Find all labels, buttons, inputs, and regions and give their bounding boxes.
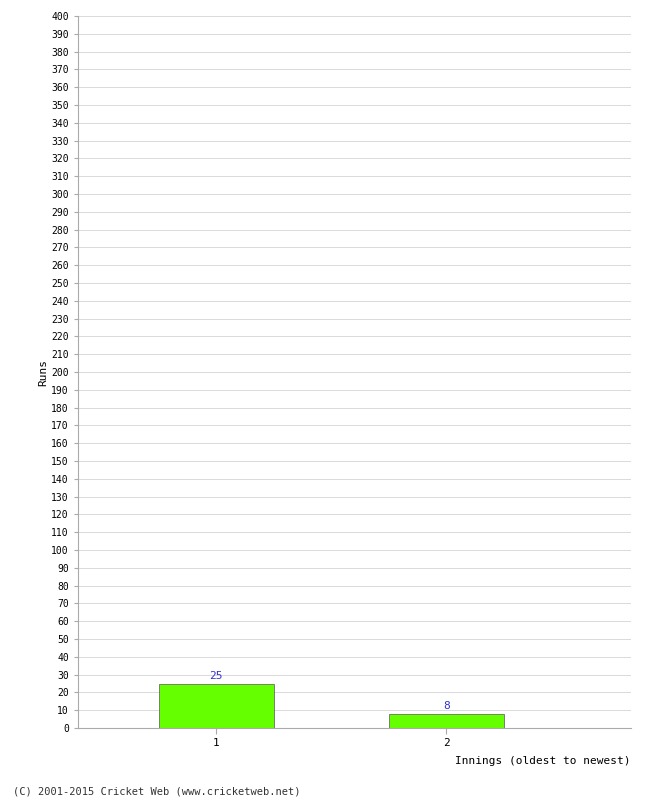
Bar (159, 683, 274, 728)
X-axis label: Innings (oldest to newest): Innings (oldest to newest) (455, 757, 630, 766)
Bar (389, 714, 504, 728)
Y-axis label: Runs: Runs (38, 358, 49, 386)
Text: 8: 8 (443, 701, 450, 711)
Text: (C) 2001-2015 Cricket Web (www.cricketweb.net): (C) 2001-2015 Cricket Web (www.cricketwe… (13, 786, 300, 796)
Text: 25: 25 (209, 671, 223, 681)
